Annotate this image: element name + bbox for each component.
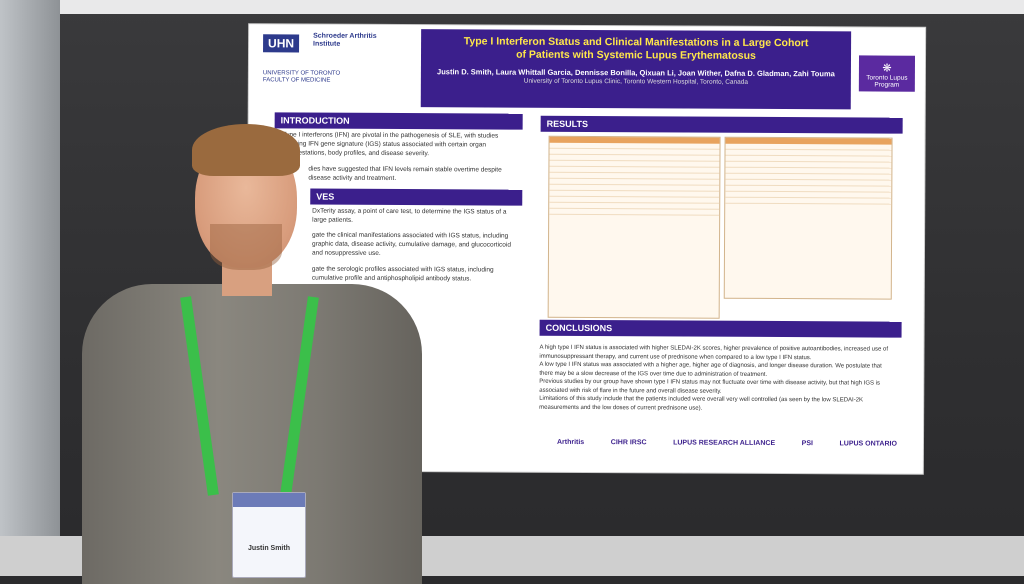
sponsor-logo: Arthritis <box>556 438 585 446</box>
table-row <box>725 197 892 205</box>
poster-title: Type I Interferon Status and Clinical Ma… <box>421 35 851 63</box>
uoft-logo: UNIVERSITY OF TORONTO FACULTY OF MEDICIN… <box>262 70 341 84</box>
ceiling <box>0 0 1024 14</box>
badge-header <box>233 493 305 507</box>
presenter-hair <box>192 124 300 176</box>
conclusions-list: A high type I IFN status is associated w… <box>539 344 889 414</box>
presenter-beard <box>210 224 282 270</box>
name-badge: Justin Smith <box>232 492 306 578</box>
left-wall <box>0 0 60 576</box>
badge-name: Justin Smith <box>247 545 290 552</box>
poster-header: UHN Schroeder Arthritis Institute UNIVER… <box>248 24 926 114</box>
title-band: Type I Interferon Status and Clinical Ma… <box>420 29 852 110</box>
conclusion-item: A high type I IFN status is associated w… <box>539 344 889 361</box>
sponsor-logo: CIHR IRSC <box>610 438 647 446</box>
poster-affiliation: University of Toronto Lupus Clinic, Toro… <box>523 77 749 86</box>
sponsor-logo: LUPUS ONTARIO <box>839 439 897 448</box>
section-conclusions: CONCLUSIONS <box>539 319 902 338</box>
presenter: Justin Smith <box>82 124 422 584</box>
table-row <box>549 208 720 216</box>
conclusion-item: Limitations of this study include that t… <box>539 395 864 412</box>
results-table-1 <box>547 135 721 319</box>
conclusion-item: A low type I IFN status was associated w… <box>539 361 882 378</box>
sponsor-logo: LUPUS RESEARCH ALLIANCE <box>673 438 776 447</box>
results-table-2 <box>723 136 893 300</box>
butterfly-icon: ❋ <box>882 62 892 75</box>
tlp-label: Toronto Lupus Program <box>866 74 908 89</box>
sponsor-logo: PSI <box>801 439 813 447</box>
title-line-1: Type I Interferon Status and Clinical Ma… <box>463 35 809 50</box>
conclusion-item: Previous studies by our group have shown… <box>539 378 881 395</box>
schroeder-logo: Schroeder Arthritis Institute <box>313 32 377 48</box>
section-results: RESULTS <box>540 115 903 134</box>
uhn-logo: UHN <box>263 34 300 53</box>
toronto-lupus-program-logo: ❋ Toronto Lupus Program <box>858 55 916 92</box>
sponsor-logos: Arthritis CIHR IRSC LUPUS RESEARCH ALLIA… <box>557 424 897 462</box>
title-line-2: of Patients with Systemic Lupus Erythema… <box>516 48 756 62</box>
